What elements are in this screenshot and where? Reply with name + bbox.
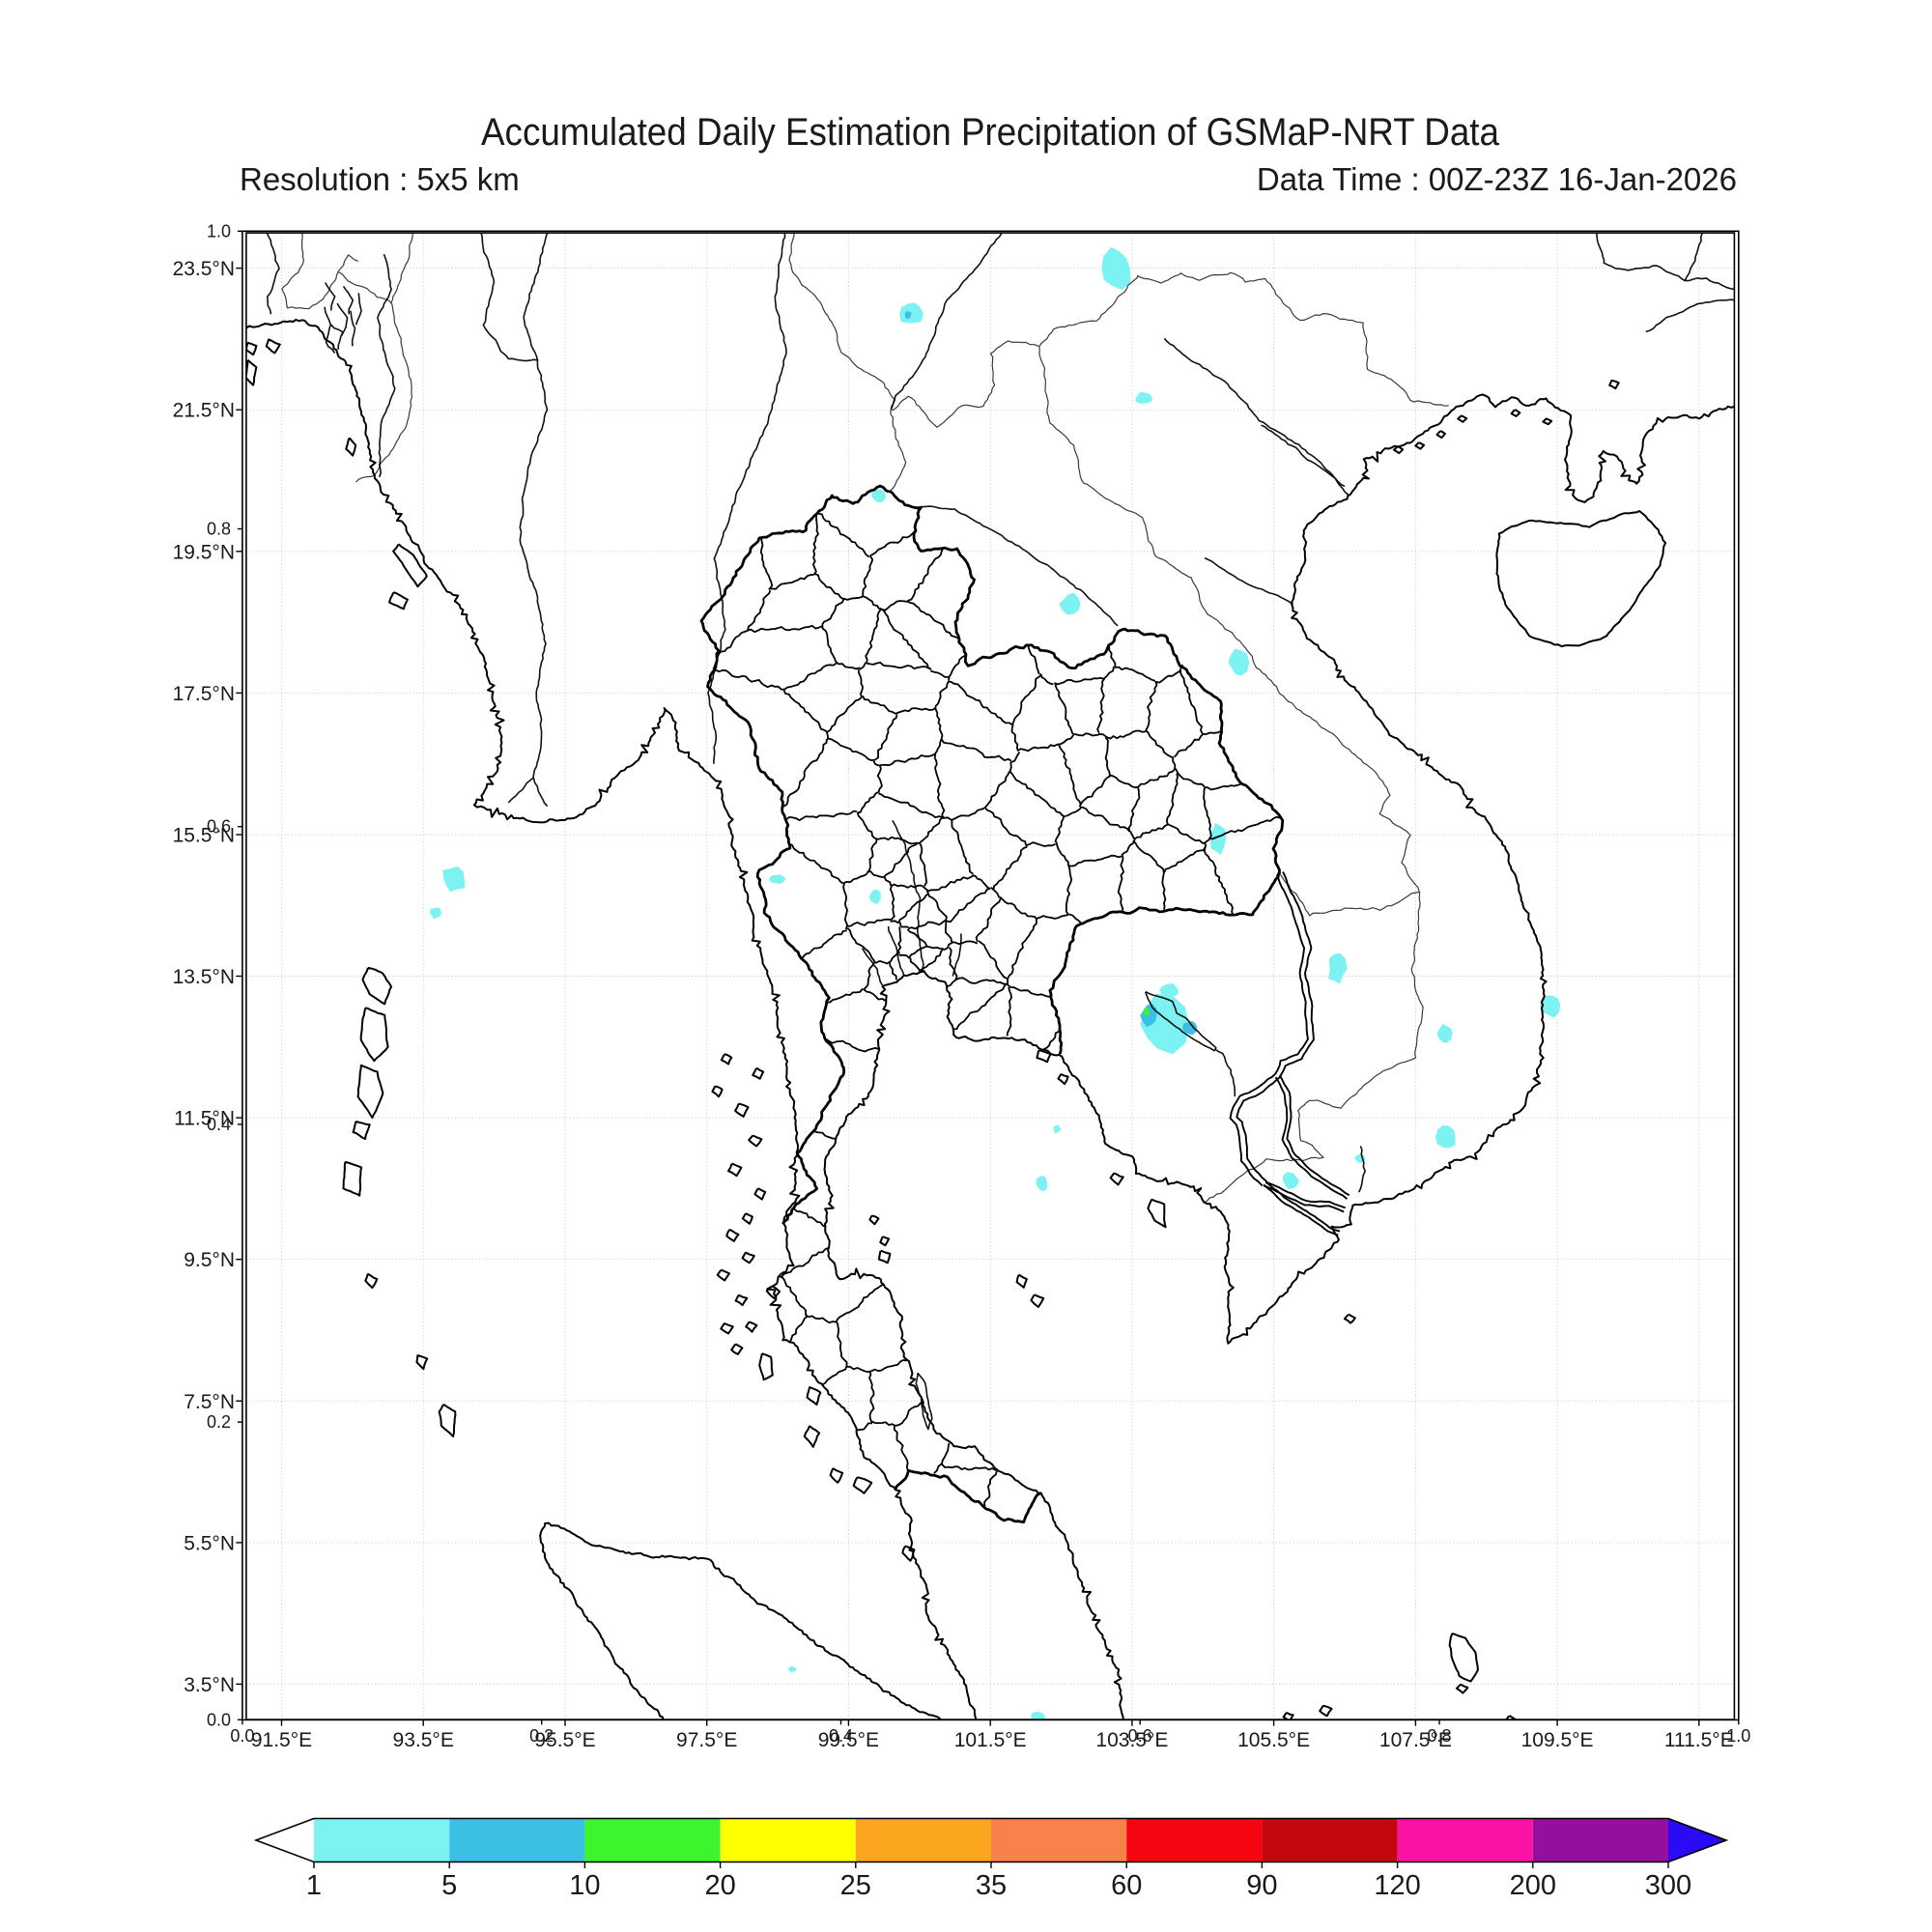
svg-text:101.5°E: 101.5°E — [954, 1729, 1027, 1751]
svg-text:35: 35 — [976, 1870, 1007, 1901]
svg-text:0.0: 0.0 — [230, 1726, 254, 1746]
svg-text:0.4: 0.4 — [207, 1115, 231, 1134]
svg-text:10: 10 — [569, 1870, 600, 1901]
svg-text:93.5°E: 93.5°E — [393, 1729, 454, 1751]
svg-text:25: 25 — [840, 1870, 871, 1901]
svg-text:91.5°E: 91.5°E — [251, 1729, 312, 1751]
svg-text:Resolution : 5x5 km: Resolution : 5x5 km — [240, 161, 520, 197]
svg-text:5: 5 — [441, 1870, 457, 1901]
svg-text:3.5°N: 3.5°N — [184, 1674, 235, 1696]
svg-text:20: 20 — [704, 1870, 735, 1901]
svg-text:23.5°N: 23.5°N — [173, 258, 235, 280]
svg-text:9.5°N: 9.5°N — [184, 1249, 235, 1271]
svg-text:15.5°N: 15.5°N — [173, 825, 235, 847]
svg-text:Data Time : 00Z-23Z 16-Jan-202: Data Time : 00Z-23Z 16-Jan-2026 — [1257, 161, 1737, 197]
svg-text:0.8: 0.8 — [1427, 1726, 1451, 1746]
svg-text:0.6: 0.6 — [1128, 1726, 1152, 1746]
svg-text:11.5°N: 11.5°N — [174, 1108, 235, 1130]
svg-text:105.5°E: 105.5°E — [1237, 1729, 1310, 1751]
svg-text:60: 60 — [1111, 1870, 1142, 1901]
svg-text:0.4: 0.4 — [829, 1726, 853, 1746]
svg-text:300: 300 — [1645, 1870, 1691, 1901]
svg-text:13.5°N: 13.5°N — [173, 966, 235, 988]
svg-text:103.5°E: 103.5°E — [1095, 1729, 1168, 1751]
svg-text:17.5°N: 17.5°N — [173, 683, 235, 705]
svg-text:99.5°E: 99.5°E — [818, 1729, 879, 1751]
svg-text:107.5°E: 107.5°E — [1379, 1729, 1452, 1751]
svg-text:200: 200 — [1510, 1870, 1556, 1901]
svg-text:7.5°N: 7.5°N — [184, 1391, 235, 1413]
svg-text:0.8: 0.8 — [207, 520, 231, 539]
svg-text:0.0: 0.0 — [207, 1710, 231, 1729]
svg-text:0.2: 0.2 — [207, 1412, 231, 1432]
svg-text:120: 120 — [1374, 1870, 1420, 1901]
svg-text:97.5°E: 97.5°E — [676, 1729, 737, 1751]
svg-text:90: 90 — [1246, 1870, 1277, 1901]
svg-text:19.5°N: 19.5°N — [173, 541, 235, 563]
svg-text:109.5°E: 109.5°E — [1521, 1729, 1594, 1751]
svg-text:111.5°E: 111.5°E — [1664, 1729, 1734, 1751]
svg-text:1.0: 1.0 — [1726, 1726, 1750, 1746]
svg-text:1: 1 — [306, 1870, 322, 1901]
svg-text:0.2: 0.2 — [529, 1726, 554, 1746]
svg-text:95.5°E: 95.5°E — [534, 1729, 595, 1751]
svg-text:0.6: 0.6 — [207, 817, 231, 837]
svg-text:21.5°N: 21.5°N — [173, 400, 235, 422]
svg-text:1.0: 1.0 — [207, 221, 231, 241]
svg-text:Accumulated Daily Estimation P: Accumulated Daily Estimation Precipitati… — [481, 111, 1500, 154]
svg-text:5.5°N: 5.5°N — [184, 1532, 235, 1554]
